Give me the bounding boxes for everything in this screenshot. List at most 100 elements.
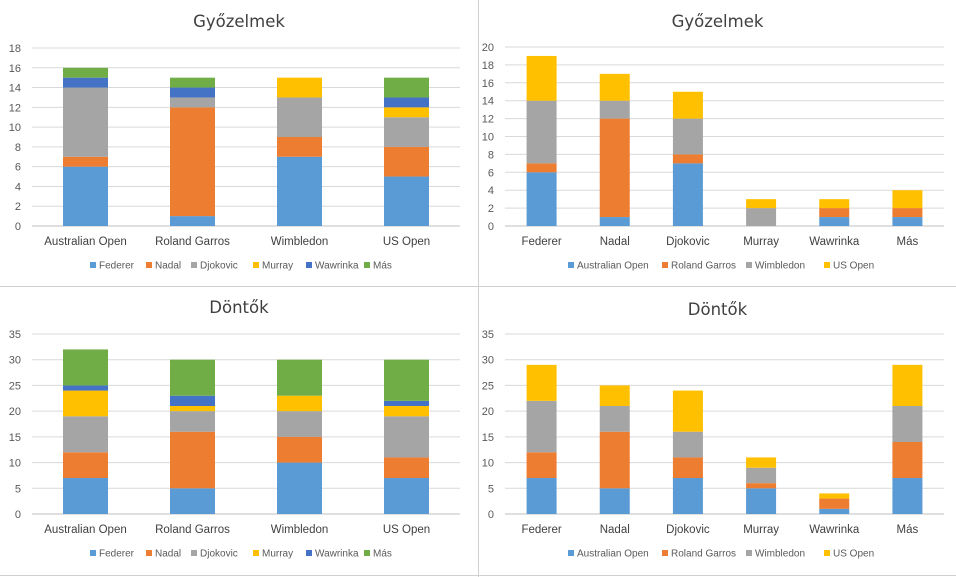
y-tick-label: 5 bbox=[488, 483, 494, 495]
x-tick-label: Nadal bbox=[600, 236, 630, 248]
y-tick-label: 35 bbox=[482, 329, 494, 341]
y-tick-label: 15 bbox=[482, 432, 494, 444]
bar-wawrinka-roland-garros bbox=[819, 498, 850, 509]
legend-label-wimbledon: Wimbledon bbox=[755, 549, 805, 560]
bar-wimbledon-djokovic bbox=[277, 411, 322, 437]
y-tick-label: 0 bbox=[15, 509, 21, 521]
bar-mas-us-open bbox=[892, 190, 923, 209]
y-tick-label: 20 bbox=[482, 42, 494, 54]
bar-djokovic-wimbledon bbox=[672, 118, 703, 155]
bar-wawrinka-us-open bbox=[819, 199, 850, 209]
y-tick-label: 10 bbox=[482, 458, 494, 470]
legend-label-roland-garros: Roland Garros bbox=[671, 549, 736, 560]
bar-djokovic-australian-open bbox=[672, 478, 703, 514]
y-tick-label: 16 bbox=[9, 63, 21, 75]
y-tick-label: 15 bbox=[9, 432, 21, 444]
y-tick-label: 18 bbox=[482, 60, 494, 72]
bar-australian-open-wawrinka bbox=[63, 77, 108, 88]
bar-nadal-australian-open bbox=[599, 217, 630, 226]
legend-swatch-murray bbox=[253, 262, 259, 268]
vertical-divider bbox=[478, 0, 479, 577]
legend-swatch-djokovic bbox=[191, 262, 197, 268]
bar-us-open-mas bbox=[384, 359, 429, 401]
legend-swatch-wimbledon bbox=[746, 262, 752, 268]
y-tick-label: 0 bbox=[15, 221, 21, 233]
y-tick-label: 0 bbox=[488, 221, 494, 233]
bar-djokovic-wimbledon bbox=[672, 431, 703, 458]
x-tick-label: Roland Garros bbox=[155, 236, 230, 248]
x-tick-label: Roland Garros bbox=[155, 524, 230, 536]
chart-panel-wins-by-player: Győzelmek 0 2 4 6 8 10 12 14 16 18 20 Federer Nadal Dj… bbox=[479, 0, 956, 286]
legend-label-murray: Murray bbox=[262, 261, 293, 272]
chart-wins-by-tournament: Győzelmek 0 2 4 6 8 10 12 14 16 18 Australian Open R… bbox=[9, 12, 460, 272]
x-tick-label: Murray bbox=[743, 236, 779, 248]
bar-wawrinka-australian-open bbox=[819, 508, 850, 514]
x-tick-label: Más bbox=[897, 524, 919, 536]
bar-wimbledon-nadal bbox=[277, 436, 322, 463]
legend-label-djokovic: Djokovic bbox=[200, 261, 238, 272]
chart-panel-finals-by-tournament: Döntők 0 5 10 15 20 25 30 35 Australian Open Rolan… bbox=[0, 287, 478, 575]
bar-nadal-us-open bbox=[599, 73, 630, 101]
y-tick-label: 4 bbox=[15, 181, 21, 193]
bar-us-open-nadal bbox=[384, 146, 429, 177]
legend-label-nadal: Nadal bbox=[155, 549, 181, 560]
bar-us-open-murray bbox=[384, 406, 429, 417]
y-tick-label: 20 bbox=[9, 406, 21, 418]
y-tick-label: 6 bbox=[488, 167, 494, 179]
bar-australian-open-wawrinka bbox=[63, 385, 108, 391]
legend-label-wawrinka: Wawrinka bbox=[315, 261, 359, 272]
bar-nadal-wimbledon bbox=[599, 406, 630, 432]
chart-title: Győzelmek bbox=[193, 12, 285, 31]
legend-swatch-us-open bbox=[824, 262, 830, 268]
bar-roland-garros-djokovic bbox=[170, 411, 215, 432]
legend-swatch-murray bbox=[253, 550, 259, 556]
chart-wins-by-player: Győzelmek 0 2 4 6 8 10 12 14 16 18 20 Federer Nadal Dj… bbox=[482, 12, 944, 272]
x-tick-label: Wimbledon bbox=[271, 524, 329, 536]
bar-wimbledon-djokovic bbox=[277, 97, 322, 137]
y-tick-label: 6 bbox=[15, 162, 21, 174]
y-tick-label: 10 bbox=[482, 132, 494, 144]
chart-title: Döntők bbox=[688, 300, 748, 319]
bar-federer-australian-open bbox=[526, 172, 557, 226]
y-tick-label: 14 bbox=[482, 96, 494, 108]
bar-federer-australian-open bbox=[526, 478, 557, 514]
x-tick-label: Nadal bbox=[600, 524, 630, 536]
bar-wawrinka-australian-open bbox=[819, 217, 850, 226]
bar-nadal-australian-open bbox=[599, 488, 630, 514]
bar-djokovic-roland-garros bbox=[672, 154, 703, 164]
x-tick-label: Wawrinka bbox=[809, 524, 860, 536]
bar-djokovic-roland-garros bbox=[672, 457, 703, 478]
legend-swatch-wawrinka bbox=[306, 550, 312, 556]
bar-murray-wimbledon bbox=[746, 208, 777, 226]
bar-roland-garros-mas bbox=[170, 77, 215, 88]
legend-swatch-australian-open bbox=[568, 262, 574, 268]
bar-nadal-roland-garros bbox=[599, 118, 630, 218]
bar-australian-open-djokovic bbox=[63, 416, 108, 453]
bar-murray-australian-open bbox=[746, 488, 777, 514]
y-tick-label: 5 bbox=[15, 483, 21, 495]
y-tick-label: 4 bbox=[488, 185, 494, 197]
bar-wimbledon-nadal bbox=[277, 137, 322, 157]
bar-murray-us-open bbox=[746, 199, 777, 209]
legend-swatch-wimbledon bbox=[746, 550, 752, 556]
legend-label-roland-garros: Roland Garros bbox=[671, 261, 736, 272]
bar-federer-wimbledon bbox=[526, 100, 557, 164]
y-tick-label: 12 bbox=[482, 114, 494, 126]
bar-us-open-djokovic bbox=[384, 416, 429, 458]
legend-label-djokovic: Djokovic bbox=[200, 549, 238, 560]
bar-mas-roland-garros bbox=[892, 208, 923, 218]
legend-swatch-nadal bbox=[146, 262, 152, 268]
legend-swatch-federer bbox=[90, 550, 96, 556]
bar-us-open-wawrinka bbox=[384, 400, 429, 406]
legend-swatch-mas bbox=[364, 550, 370, 556]
legend-swatch-australian-open bbox=[568, 550, 574, 556]
bar-mas-us-open bbox=[892, 364, 923, 406]
bar-roland-garros-murray bbox=[170, 406, 215, 412]
bar-wawrinka-roland-garros bbox=[819, 208, 850, 218]
y-tick-label: 0 bbox=[488, 509, 494, 521]
legend-swatch-us-open bbox=[824, 550, 830, 556]
bar-australian-open-mas bbox=[63, 349, 108, 386]
bar-us-open-djokovic bbox=[384, 117, 429, 147]
legend-label-us-open: US Open bbox=[833, 549, 874, 560]
bar-wawrinka-us-open bbox=[819, 493, 850, 499]
